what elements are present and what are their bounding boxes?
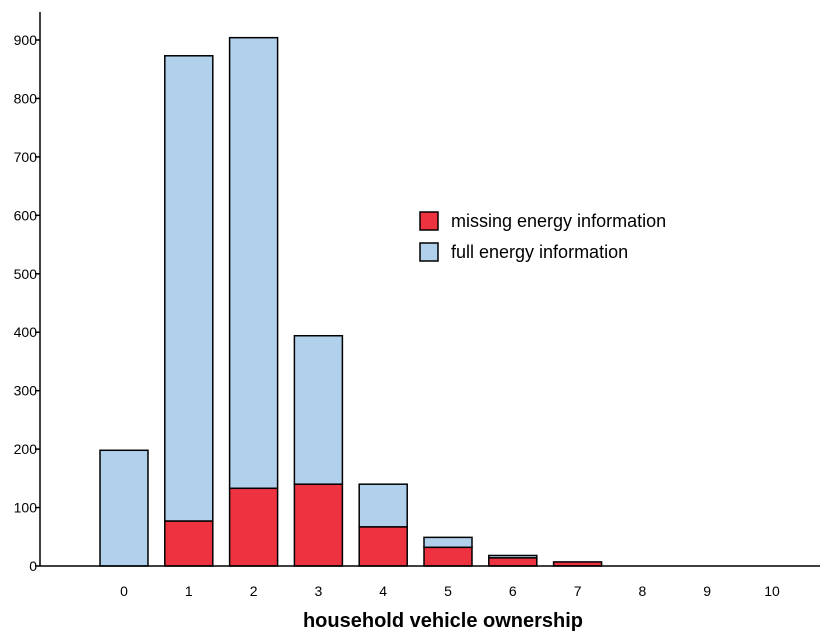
bar-full-4 bbox=[358, 483, 408, 528]
legend-swatch-missing bbox=[419, 211, 439, 231]
y-tick-label-100: 100 bbox=[14, 500, 38, 516]
x-tick-label-3: 3 bbox=[315, 583, 323, 599]
bar-missing-6 bbox=[488, 557, 538, 567]
bar-missing-4 bbox=[358, 526, 408, 567]
bar-full-5 bbox=[423, 536, 473, 549]
bar-full-6 bbox=[488, 554, 538, 559]
bar-full-1 bbox=[164, 55, 214, 522]
x-tick-label-1: 1 bbox=[185, 583, 193, 599]
legend-label-missing: missing energy information bbox=[451, 211, 666, 231]
y-tick-label-300: 300 bbox=[14, 383, 38, 399]
axes-layer: 0 100 200 300 400 500 600 700 800 900 0 1 2 3 4 5 6 7 8 9 10 bbox=[14, 12, 820, 599]
x-tick-label-6: 6 bbox=[509, 583, 517, 599]
y-tick-label-400: 400 bbox=[14, 324, 38, 340]
y-tick-label-200: 200 bbox=[14, 441, 38, 457]
y-tick-label-600: 600 bbox=[14, 207, 38, 223]
y-tick-label-0: 0 bbox=[29, 558, 37, 574]
x-tick-label-10: 10 bbox=[764, 583, 780, 599]
bar-full-0 bbox=[99, 449, 149, 567]
bar-missing-1 bbox=[164, 520, 214, 567]
y-tick-label-900: 900 bbox=[14, 32, 38, 48]
x-tick-label-8: 8 bbox=[639, 583, 647, 599]
bars-layer bbox=[99, 36, 603, 567]
y-tick-label-700: 700 bbox=[14, 149, 38, 165]
x-tick-label-0: 0 bbox=[120, 583, 128, 599]
bar-missing-5 bbox=[423, 546, 473, 567]
y-tick-label-800: 800 bbox=[14, 90, 38, 106]
bar-full-2 bbox=[228, 36, 279, 490]
x-axis-title: household vehicle ownership bbox=[303, 610, 583, 632]
x-tick-label-2: 2 bbox=[250, 583, 258, 599]
bar-missing-2 bbox=[228, 487, 279, 567]
legend-swatch-full bbox=[419, 242, 439, 262]
x-tick-label-9: 9 bbox=[703, 583, 711, 599]
x-tick-label-7: 7 bbox=[574, 583, 582, 599]
legend: missing energy information full energy in… bbox=[419, 211, 666, 262]
bar-missing-3 bbox=[293, 483, 344, 567]
legend-label-full: full energy information bbox=[451, 242, 628, 262]
y-tick-label-500: 500 bbox=[14, 266, 38, 282]
x-tick-label-4: 4 bbox=[379, 583, 387, 599]
bar-full-3 bbox=[293, 334, 344, 485]
x-tick-label-5: 5 bbox=[444, 583, 452, 599]
